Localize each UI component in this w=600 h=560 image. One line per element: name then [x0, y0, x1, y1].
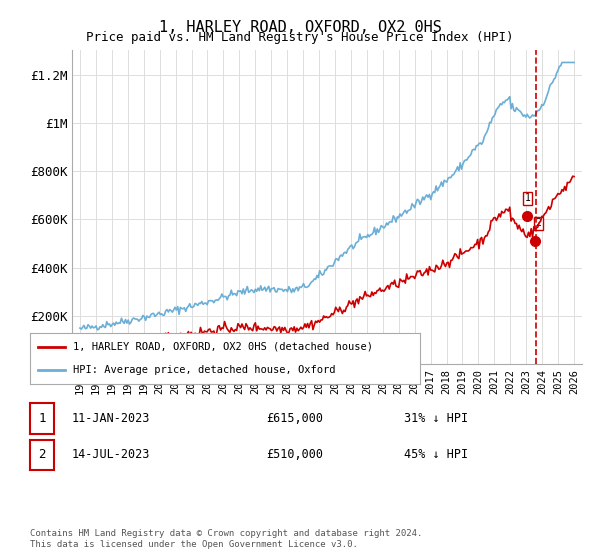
Text: 14-JUL-2023: 14-JUL-2023: [72, 449, 151, 461]
Text: 1: 1: [38, 412, 46, 425]
Text: Price paid vs. HM Land Registry's House Price Index (HPI): Price paid vs. HM Land Registry's House …: [86, 31, 514, 44]
Text: £615,000: £615,000: [266, 412, 323, 425]
Text: 2: 2: [536, 218, 541, 228]
Text: 2: 2: [38, 449, 46, 461]
Text: £510,000: £510,000: [266, 449, 323, 461]
Text: 11-JAN-2023: 11-JAN-2023: [72, 412, 151, 425]
Text: HPI: Average price, detached house, Oxford: HPI: Average price, detached house, Oxfo…: [73, 365, 335, 375]
Text: 45% ↓ HPI: 45% ↓ HPI: [404, 449, 467, 461]
Text: 1, HARLEY ROAD, OXFORD, OX2 0HS: 1, HARLEY ROAD, OXFORD, OX2 0HS: [158, 20, 442, 35]
Text: 1, HARLEY ROAD, OXFORD, OX2 0HS (detached house): 1, HARLEY ROAD, OXFORD, OX2 0HS (detache…: [73, 342, 373, 352]
Text: 31% ↓ HPI: 31% ↓ HPI: [404, 412, 467, 425]
Text: 1: 1: [524, 193, 530, 203]
Text: Contains HM Land Registry data © Crown copyright and database right 2024.
This d: Contains HM Land Registry data © Crown c…: [30, 529, 422, 549]
